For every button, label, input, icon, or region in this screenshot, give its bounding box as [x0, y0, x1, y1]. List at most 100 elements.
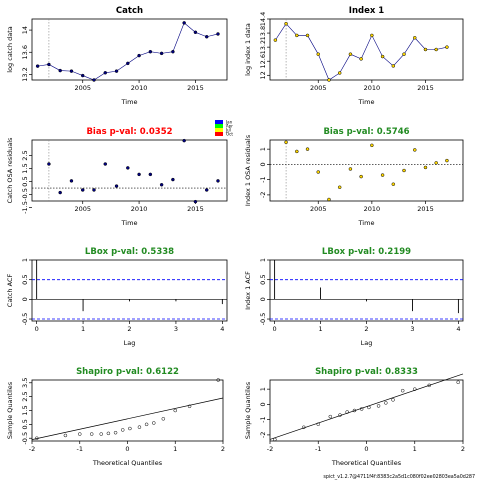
data-point: [99, 432, 103, 436]
data-point: [120, 428, 125, 432]
chart-title: Shapiro p-val: 0.8333: [315, 367, 418, 377]
data-point: [171, 49, 175, 54]
plot-frame: [269, 139, 464, 202]
y-tick-label: 0: [259, 297, 267, 301]
data-point: [391, 64, 396, 68]
data-point: [193, 199, 198, 204]
x-axis-label: Lag: [124, 339, 136, 347]
data-point: [316, 170, 320, 174]
y-tick-label: 12.6: [259, 54, 267, 68]
y-axis-label: log catch data: [6, 26, 14, 72]
data-point: [204, 188, 209, 192]
data-point: [391, 182, 396, 186]
x-tick-label: 2015: [187, 205, 204, 213]
data-point: [402, 52, 406, 56]
x-tick-label: 2: [221, 445, 225, 453]
data-point: [423, 165, 428, 170]
y-tick-label: -2: [259, 432, 267, 438]
y-tick-label: 0.5: [21, 275, 29, 285]
plot-frame: [269, 259, 464, 322]
x-tick-label: 2015: [187, 84, 204, 92]
x-tick-label: 2005: [310, 205, 327, 213]
data-point: [137, 425, 142, 429]
panel-index-qq: Shapiro p-val: 0.8333 -2 -1 0 1 2 -2 -1 0 1 Theore…: [244, 367, 465, 467]
x-axis-label: Theoretical Quantiles: [92, 459, 163, 467]
x-tick-label: 1: [413, 445, 417, 453]
data-point: [92, 188, 96, 192]
data-point: [80, 188, 85, 192]
data-point: [35, 64, 40, 68]
x-tick-label: 0: [364, 445, 368, 453]
data-point: [137, 172, 141, 177]
chart-title: Shapiro p-val: 0.6122: [76, 367, 179, 377]
data-point: [359, 57, 363, 61]
data-point: [182, 138, 186, 143]
data-point: [370, 33, 374, 38]
data-point: [144, 422, 149, 427]
data-point: [113, 430, 118, 435]
data-point: [106, 431, 111, 436]
data-point: [413, 387, 417, 391]
data-point: [152, 421, 156, 425]
panel-catch-qq: Shapiro p-val: 0.6122 -2 -1 0 1 2 -0.5 0.5 1.5 2.…: [6, 367, 225, 467]
legend-swatch: [215, 120, 223, 124]
data-point: [103, 162, 108, 166]
y-tick-label: 1: [259, 387, 267, 391]
data-point: [187, 404, 192, 409]
y-axis-label: Sample Quantiles: [244, 381, 252, 439]
data-point: [273, 437, 277, 442]
y-tick-label: 2.5: [21, 150, 29, 160]
x-tick-label: 2015: [417, 84, 434, 92]
x-axis-label: Theoretical Quantiles: [331, 459, 402, 467]
panel-index-osa: Bias p-val: 0.5746 2005 2010 2015 -2 -1 0 1 Time…: [244, 127, 464, 227]
x-tick-label: 2005: [74, 84, 91, 92]
data-point: [328, 414, 333, 419]
legend-label: Jul: [225, 128, 231, 133]
x-tick-label: -1: [315, 445, 321, 453]
y-tick-label: 0: [259, 402, 267, 406]
y-tick-label: 1.5: [21, 163, 29, 173]
y-tick-label: 0.5: [21, 176, 29, 186]
data-point: [284, 140, 288, 145]
data-point: [367, 405, 371, 410]
y-tick-label: 1: [259, 258, 267, 262]
data-point: [305, 33, 310, 38]
x-tick-label: 1: [173, 445, 177, 453]
plot-frame: [31, 139, 228, 202]
y-tick-label: -0.5: [21, 313, 29, 326]
data-point: [295, 149, 299, 154]
data-point: [171, 177, 175, 182]
data-point: [384, 401, 388, 405]
data-point: [413, 36, 417, 40]
x-tick-label: 2015: [417, 205, 434, 213]
y-tick-label: -0.5: [21, 188, 29, 201]
data-point: [316, 52, 320, 56]
x-tick-label: 0: [125, 445, 129, 453]
qq-reference-line: [269, 373, 464, 440]
x-tick-label: 2005: [74, 205, 91, 213]
y-axis-label: Catch ACF: [6, 274, 14, 308]
data-point: [376, 404, 381, 408]
y-tick-label: 14: [21, 26, 29, 34]
y-tick-label: -0.5: [21, 432, 29, 445]
panel-index-acf: LBox p-val: 0.2199 0 1 2 3 4 -0.5 0 0.5 1 Lag Index…: [244, 247, 464, 347]
panel-index-data: Index 1 2005 2010 2015 12 12.613.213.814.4 Tim…: [244, 6, 464, 106]
data-point: [445, 158, 449, 163]
data-point: [305, 147, 310, 151]
x-tick-label: 2: [461, 445, 465, 453]
y-axis-label: Index 1 OSA residuals: [244, 134, 252, 206]
y-tick-label: 13.2: [21, 67, 29, 81]
plot-frame: [269, 18, 464, 81]
data-point: [345, 410, 349, 414]
x-axis-label: Time: [121, 98, 138, 106]
x-tick-label: 2: [364, 325, 368, 333]
y-tick-label: 1: [259, 147, 267, 151]
data-point: [126, 61, 130, 66]
data-point: [391, 398, 395, 402]
data-point: [370, 143, 374, 148]
x-tick-label: 2010: [364, 84, 381, 92]
y-tick-label: 0.5: [21, 419, 29, 429]
data-point: [445, 45, 449, 49]
data-point: [423, 47, 428, 52]
data-point: [456, 380, 460, 385]
